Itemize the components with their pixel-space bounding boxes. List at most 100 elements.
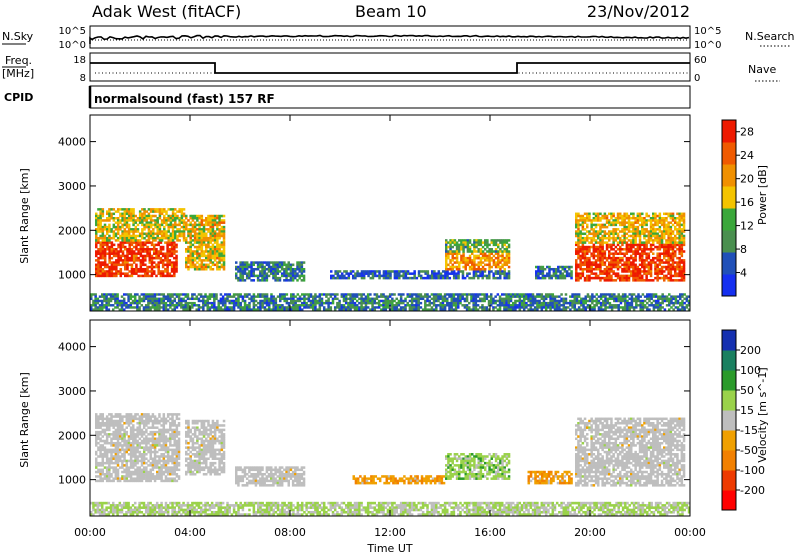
power-cell <box>374 308 377 310</box>
power-cell <box>299 295 302 297</box>
power-cell <box>148 217 151 220</box>
power-cell <box>163 300 166 302</box>
power-cell <box>367 302 370 304</box>
power-cell <box>608 279 611 282</box>
power-cell <box>146 248 149 251</box>
power-cell <box>480 259 482 262</box>
power-cell <box>160 248 163 251</box>
power-cell <box>201 248 204 251</box>
power-cell <box>380 293 383 295</box>
power-cell <box>473 266 475 269</box>
power-cell <box>189 217 192 220</box>
power-cell <box>448 304 451 306</box>
power-cell <box>628 266 631 269</box>
power-cell <box>641 252 644 255</box>
power-cell <box>216 215 219 218</box>
power-cell <box>250 270 252 273</box>
power-cell <box>126 235 129 238</box>
power-cell <box>285 275 287 278</box>
power-cell <box>668 300 671 302</box>
power-cell <box>132 239 135 242</box>
power-cell <box>574 302 577 304</box>
power-cell <box>600 308 603 310</box>
power-cell <box>288 298 291 300</box>
power-cell <box>534 295 537 297</box>
power-cell <box>458 239 460 242</box>
power-cell <box>99 224 102 227</box>
power-cell <box>617 217 620 220</box>
power-cell <box>124 217 127 220</box>
power-cell <box>656 277 659 280</box>
power-cell <box>473 277 476 280</box>
power-cell <box>670 268 673 271</box>
power-cell <box>160 261 163 264</box>
power-cell <box>233 295 236 297</box>
power-cell <box>266 264 268 267</box>
power-cell <box>166 257 169 260</box>
power-cell <box>257 302 260 304</box>
power-cell <box>587 295 590 297</box>
power-cell <box>610 213 613 216</box>
power-cell <box>189 237 192 240</box>
power-cell <box>345 302 348 304</box>
power-cell <box>654 221 657 224</box>
power-cell <box>555 270 558 273</box>
power-cell <box>446 277 449 280</box>
power-cell <box>170 215 173 218</box>
power-cell <box>621 257 624 260</box>
power-cell <box>424 277 427 280</box>
power-cell <box>290 295 293 297</box>
power-cell <box>608 237 611 240</box>
power-cell <box>623 230 626 233</box>
power-cell <box>663 270 666 273</box>
power-cell <box>103 300 106 302</box>
power-cell <box>192 261 195 264</box>
power-cell <box>259 293 262 295</box>
power-cell <box>398 275 401 278</box>
power-cell <box>681 228 684 231</box>
power-cell <box>590 246 593 249</box>
power-cell <box>590 270 593 273</box>
date-label: 23/Nov/2012 <box>587 2 690 21</box>
power-cell <box>656 233 659 236</box>
power-cell <box>456 257 458 260</box>
power-cell <box>312 302 315 304</box>
power-cell <box>497 246 499 249</box>
power-cell <box>142 259 145 262</box>
power-cell <box>586 250 589 253</box>
power-cell <box>143 226 146 229</box>
power-cell <box>365 272 368 275</box>
power-cell <box>259 308 262 310</box>
power-cell <box>198 248 201 251</box>
power-cell <box>99 246 102 249</box>
power-cell <box>582 302 585 304</box>
power-cell <box>604 252 607 255</box>
power-cell <box>126 268 129 271</box>
power-cell <box>446 302 449 304</box>
power-cell <box>610 264 613 267</box>
power-cell <box>610 230 613 233</box>
power-cell <box>615 250 618 253</box>
ytick-label: 4000 <box>58 136 86 149</box>
power-cell <box>639 239 642 242</box>
power-cell <box>214 224 217 227</box>
power-cell <box>200 306 203 308</box>
power-cell <box>209 235 212 238</box>
power-cell <box>97 215 100 218</box>
power-cell <box>439 302 442 304</box>
power-cell <box>683 221 686 224</box>
power-cell <box>609 304 612 306</box>
power-cell <box>396 277 399 280</box>
power-cell <box>194 250 197 253</box>
power-cell <box>595 250 598 253</box>
power-cell <box>630 250 633 253</box>
power-cell <box>244 293 247 295</box>
power-cell <box>473 270 476 273</box>
power-cell <box>639 219 642 222</box>
power-cell <box>641 224 644 227</box>
power-cell <box>127 293 130 295</box>
power-cell <box>157 250 160 253</box>
power-cell <box>135 252 138 255</box>
power-cell <box>99 226 102 229</box>
power-cell <box>654 257 657 260</box>
